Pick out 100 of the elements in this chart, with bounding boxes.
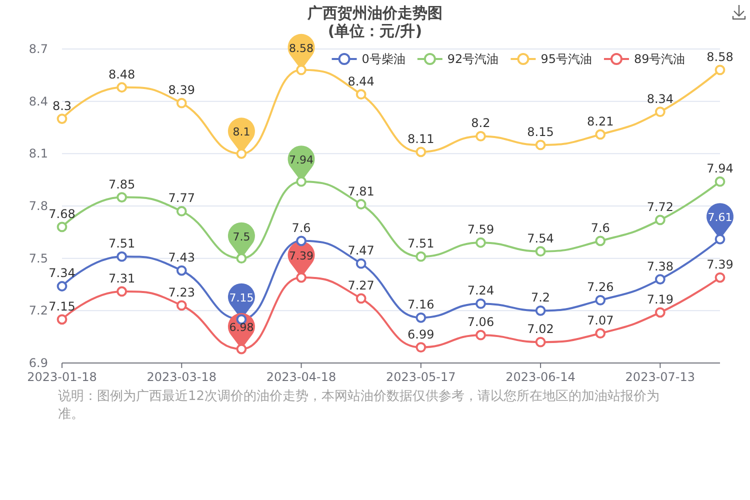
point	[535, 140, 546, 150]
point	[236, 148, 247, 159]
x-tick-label: 2023-06-14	[506, 370, 576, 384]
annotation: 7.39	[289, 250, 314, 263]
data-label: 7.68	[48, 206, 76, 221]
data-label: 8.48	[108, 67, 136, 82]
data-label: 7.6	[292, 220, 311, 235]
point	[595, 328, 606, 339]
y-tick-label: 8.4	[28, 94, 48, 108]
data-label: 7.6	[590, 220, 610, 235]
data-label: 7.2	[531, 290, 550, 305]
point	[296, 236, 306, 246]
data-label: 7.51	[408, 236, 434, 251]
point	[56, 314, 68, 325]
point	[296, 64, 306, 76]
chart-subtitle: (单位：元/升)	[328, 22, 422, 40]
y-tick-label: 7.2	[28, 304, 48, 318]
point	[416, 251, 426, 262]
x-tick-label: 2023-01-18	[27, 370, 97, 384]
point	[535, 246, 546, 257]
point	[654, 214, 666, 226]
data-label: 7.51	[108, 236, 136, 251]
x-tick-label: 2023-03-18	[146, 370, 217, 384]
annotation: 7.5	[232, 230, 250, 244]
point	[654, 106, 666, 117]
chart-title: 广西贺州油价走势图	[306, 4, 442, 22]
annotation: 8.58	[289, 42, 314, 55]
data-label: 7.23	[168, 285, 195, 300]
point	[356, 258, 366, 269]
point	[356, 89, 366, 100]
data-label: 7.15	[48, 299, 76, 314]
point	[714, 176, 726, 187]
legend-label: 95号汽油	[540, 52, 592, 66]
annotation: 8.1	[232, 126, 250, 139]
data-label: 8.11	[408, 132, 434, 146]
data-label: 7.81	[348, 184, 374, 198]
data-label: 8.3	[52, 98, 72, 113]
legend-label: 0号柴油	[362, 52, 406, 66]
point	[356, 293, 366, 304]
point	[416, 146, 426, 158]
point	[176, 265, 187, 276]
point	[56, 222, 68, 232]
y-tick-label: 7.5	[28, 251, 48, 266]
data-label: 6.99	[408, 327, 434, 342]
point	[296, 272, 306, 283]
data-label: 7.31	[108, 271, 136, 286]
data-label: 8.21	[587, 114, 614, 128]
y-tick-label: 7.8	[28, 199, 48, 213]
data-label: 7.43	[168, 250, 195, 265]
point	[476, 298, 486, 309]
data-label: 7.38	[646, 259, 674, 274]
point	[56, 281, 68, 292]
data-label: 8.15	[527, 124, 554, 139]
point	[116, 251, 128, 262]
point	[116, 82, 128, 93]
point	[595, 129, 606, 140]
data-label: 7.02	[527, 322, 554, 336]
point	[236, 344, 247, 354]
annotation: 7.94	[289, 154, 314, 167]
point	[714, 64, 726, 76]
data-label: 7.59	[467, 222, 494, 237]
data-label: 7.72	[646, 200, 674, 214]
data-label: 7.77	[168, 191, 195, 206]
point	[116, 192, 128, 202]
point	[714, 272, 726, 283]
point	[116, 286, 128, 297]
x-tick-label: 2023-05-17	[386, 370, 456, 384]
point	[654, 274, 666, 284]
point	[595, 236, 606, 246]
point	[476, 131, 486, 142]
point	[176, 300, 187, 311]
data-label: 7.39	[706, 258, 734, 272]
y-tick-label: 6.9	[28, 356, 48, 370]
point	[654, 307, 666, 318]
data-label: 7.85	[108, 177, 136, 192]
data-label: 7.07	[587, 313, 614, 328]
point	[714, 234, 726, 244]
point	[476, 330, 486, 340]
data-label: 7.24	[467, 284, 494, 298]
text: 说明：图例为广西最近12次调价的油价走势，本网站油价数据仅供参考，请以您所在地区的加油站报价为准。	[58, 388, 661, 424]
annotation: 7.15	[229, 291, 254, 304]
data-label: 8.58	[706, 50, 734, 64]
x-tick-label: 2023-07-13	[625, 370, 696, 384]
point	[416, 312, 426, 323]
data-label: 7.54	[527, 231, 554, 246]
annotation: 7.61	[708, 211, 732, 224]
point	[176, 206, 187, 216]
x-tick-label: 2023-04-18	[266, 370, 336, 384]
data-label: 7.27	[348, 278, 374, 292]
annotation: 6.98	[229, 321, 254, 334]
point	[416, 342, 426, 352]
point	[595, 295, 606, 306]
point	[356, 199, 366, 210]
y-tick-label: 8.7	[28, 42, 48, 56]
data-label: 8.44	[348, 74, 374, 88]
point	[56, 114, 68, 124]
data-label: 7.47	[348, 244, 374, 258]
data-label: 7.94	[706, 162, 734, 176]
point	[476, 237, 486, 248]
data-label: 7.26	[587, 280, 614, 294]
